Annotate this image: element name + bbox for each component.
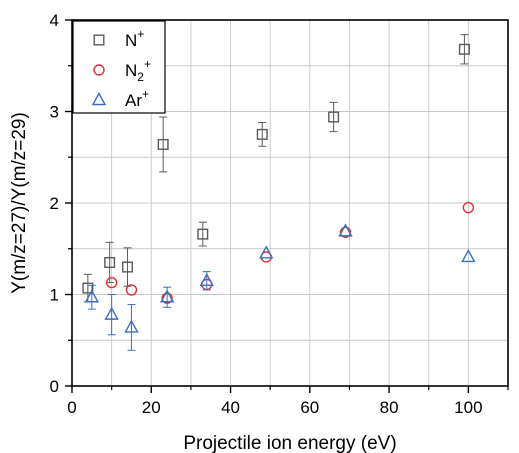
data-point (104, 256, 116, 268)
data-point (328, 111, 340, 123)
data-point (256, 128, 268, 140)
x-tick-label: 20 (142, 398, 161, 417)
data-point (105, 276, 118, 289)
legend-label: N+ (125, 27, 144, 50)
data-point (259, 245, 274, 259)
data-point (458, 43, 470, 55)
legend-label: N2+ (125, 57, 151, 84)
x-tick-label: 100 (454, 398, 482, 417)
data-point (124, 319, 139, 333)
data-point (125, 284, 138, 296)
y-tick-label: 2 (50, 194, 59, 213)
legend-label: Ar+ (125, 87, 149, 110)
data-point (199, 272, 214, 286)
y-axis-title: Y(m/z=27)/Y(m/z=29) (9, 112, 30, 294)
axis-ticks: 0 20 40 60 80 100 0 1 2 3 4 (50, 11, 509, 417)
series-circle (105, 201, 475, 304)
plot-area-frame (71, 19, 509, 387)
x-tick-label: 40 (221, 398, 240, 417)
data-point (82, 282, 94, 294)
data-point (339, 226, 352, 238)
data-point (462, 201, 475, 214)
y-tick-label: 0 (50, 377, 59, 396)
data-points (82, 34, 476, 351)
data-point (338, 223, 353, 237)
legend-marker (93, 64, 105, 76)
y-tick-label: 3 (50, 103, 59, 122)
y-tick-label: 4 (50, 11, 59, 30)
data-point (121, 261, 133, 273)
legend-marker (93, 34, 105, 46)
data-point (159, 289, 175, 303)
series-triangle (84, 223, 476, 351)
data-point (104, 306, 119, 320)
x-tick-label: 60 (300, 398, 319, 417)
legend-marker (91, 92, 107, 106)
data-point (84, 289, 99, 303)
y-tick-label: 1 (50, 286, 59, 305)
data-point (197, 228, 209, 240)
legend-box (72, 20, 166, 114)
legend: N+ N2+ Ar+ (72, 20, 166, 114)
data-point (461, 249, 476, 263)
x-axis-title: Projectile ion energy (eV) (183, 433, 396, 453)
x-tick-label: 0 (67, 398, 76, 417)
data-point (157, 138, 169, 150)
x-tick-label: 80 (380, 398, 399, 417)
